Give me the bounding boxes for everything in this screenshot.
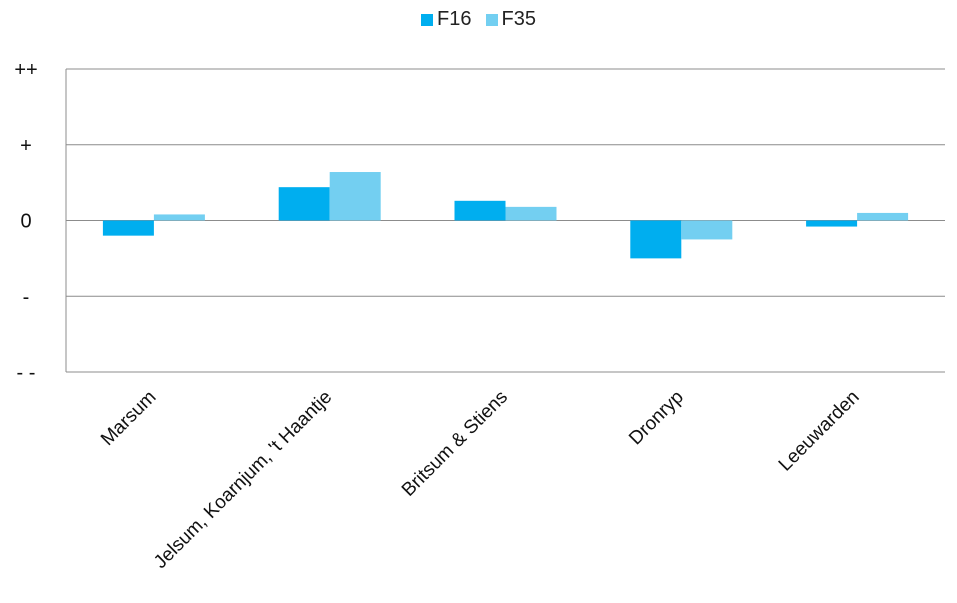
bars [102,172,909,259]
bar-f35-3 [681,220,733,240]
bar-f16-2 [454,200,506,221]
y-tick-label: - [23,286,30,308]
bar-f16-0 [102,220,154,236]
x-category-label: Jelsum, Koarnjum, 't Haantje [150,387,336,573]
y-tick-label: ++ [14,59,37,81]
legend-label-f16: F16 [437,8,472,30]
bar-f35-1 [329,172,381,221]
legend-swatch-f35 [485,13,498,26]
legend-item-f16: F16 [421,8,472,31]
bar-f35-2 [505,206,557,221]
x-category-label: Marsum [97,387,160,450]
bar-f35-4 [857,212,909,221]
bar-f16-4 [806,220,858,227]
y-tick-label: + [20,135,32,157]
y-tick-label: 0 [20,211,31,233]
y-tick-label: - - [17,362,36,384]
y-axis-ticks: +++0-- - [14,59,37,384]
legend-item-f35: F35 [485,8,536,31]
x-category-label: Dronryp [625,387,688,450]
x-category-label: Leeuwarden [775,387,864,476]
bar-f35-0 [153,214,205,221]
bar-f16-1 [278,187,330,221]
bar-f16-3 [630,220,682,259]
x-category-label: Britsum & Stiens [398,387,512,501]
legend: F16 F35 [0,8,957,31]
legend-swatch-f16 [421,13,434,26]
legend-label-f35: F35 [501,8,536,30]
